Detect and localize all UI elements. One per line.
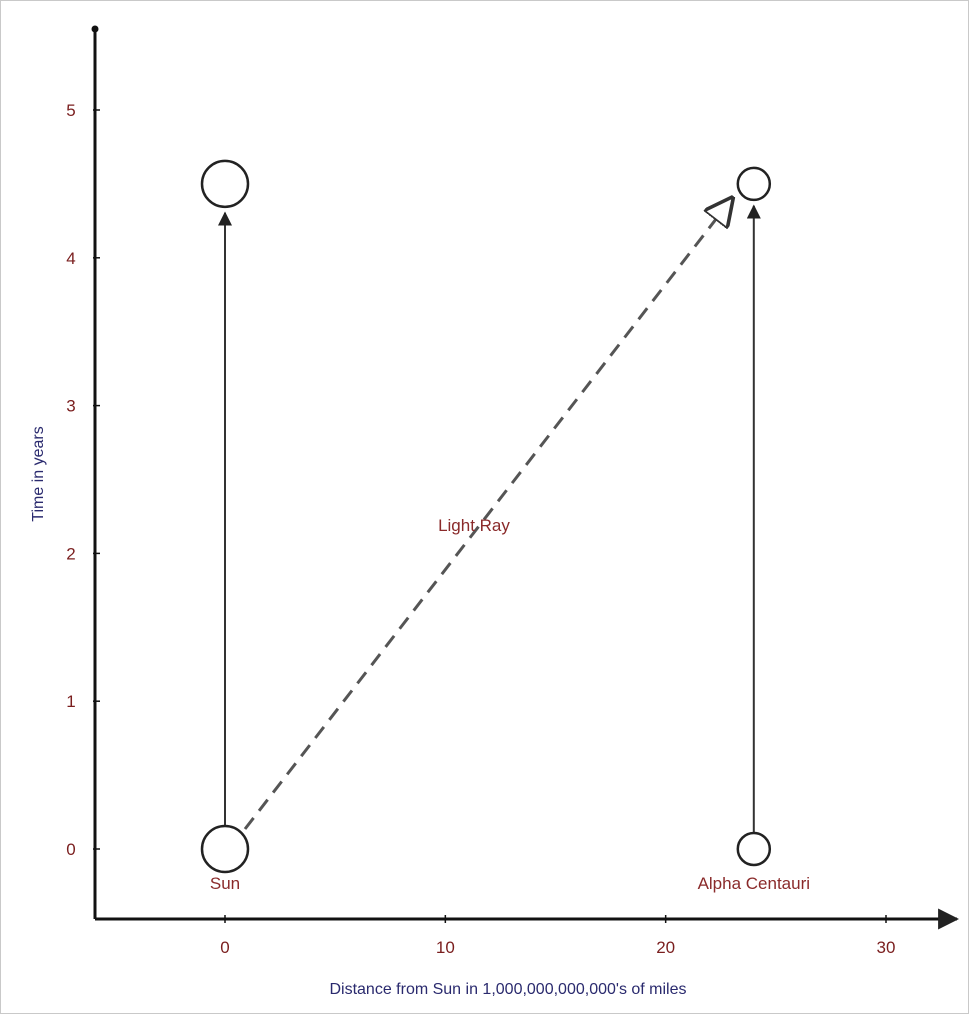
y-tick-label: 2 — [66, 544, 75, 563]
y-tick-label: 0 — [66, 840, 75, 859]
alpha-centauri-label: Alpha Centauri — [698, 874, 810, 893]
sun-marker-end — [200, 159, 250, 209]
y-axis-end-dot — [91, 25, 99, 33]
series — [200, 159, 772, 874]
x-tick-label: 20 — [656, 938, 675, 957]
x-tick-label: 30 — [877, 938, 896, 957]
y-tick-label: 4 — [66, 249, 75, 268]
light-ray-label: Light Ray — [438, 516, 510, 535]
x-tick-label: 10 — [436, 938, 455, 957]
x-tick-label: 0 — [220, 938, 229, 957]
y-axis-title: Time in years — [30, 426, 47, 521]
sun-marker-start — [200, 824, 250, 874]
axes — [91, 25, 960, 930]
sun-label: Sun — [210, 874, 240, 893]
y-tick-label: 5 — [66, 101, 75, 120]
alpha-centauri-marker-end — [736, 166, 772, 202]
alpha-centauri-marker-start — [736, 831, 772, 867]
x-axis-title: Distance from Sun in 1,000,000,000,000's… — [329, 981, 686, 998]
y-tick-label: 3 — [66, 397, 75, 416]
light-ray-worldline — [243, 199, 732, 830]
y-tick-label: 1 — [66, 692, 75, 711]
labels: 0 1 2 3 4 5 0 10 20 30 Distance from Sun in 1,000,… — [30, 101, 895, 998]
